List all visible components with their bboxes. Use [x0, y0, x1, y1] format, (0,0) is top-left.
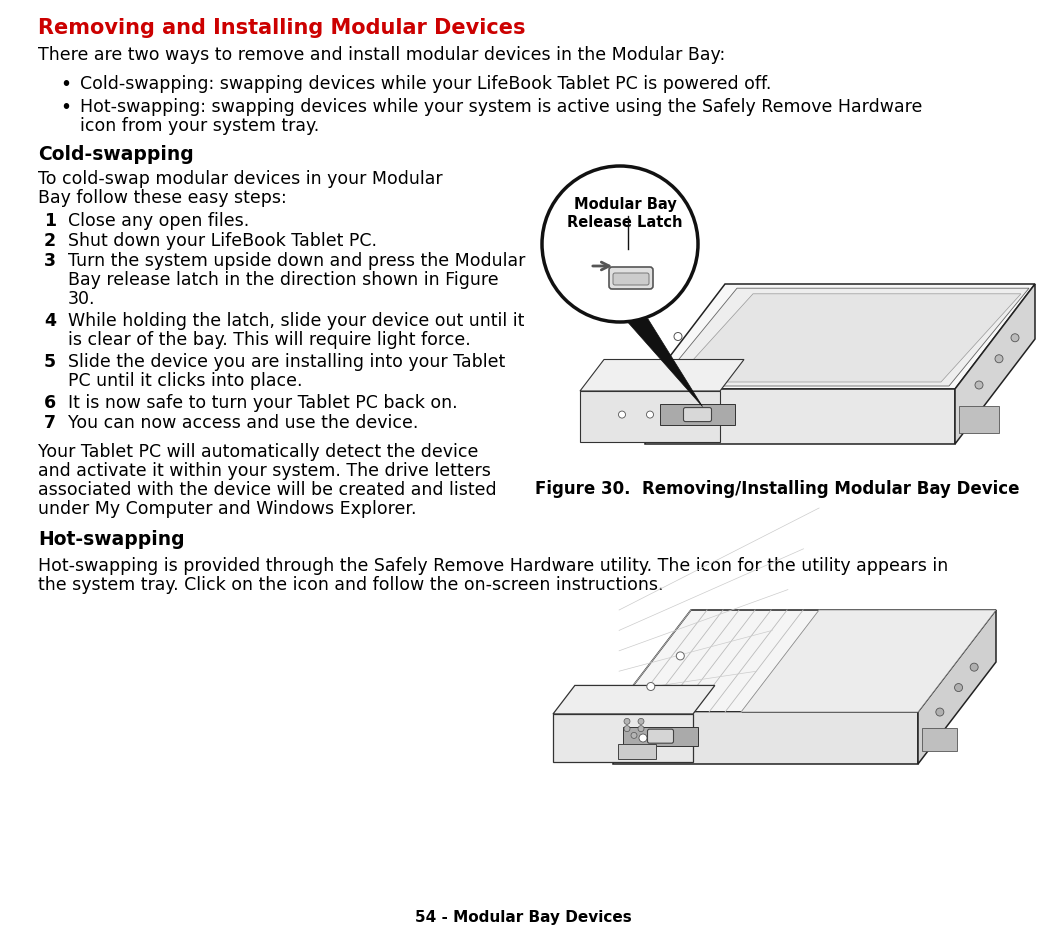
Text: 1: 1	[44, 211, 57, 230]
Text: Cold-swapping: Cold-swapping	[38, 145, 194, 164]
FancyBboxPatch shape	[612, 273, 649, 286]
Circle shape	[676, 653, 685, 660]
Polygon shape	[612, 712, 918, 764]
Circle shape	[971, 664, 978, 671]
Text: Shut down your LifeBook Tablet PC.: Shut down your LifeBook Tablet PC.	[68, 232, 377, 249]
Text: You can now access and use the device.: You can now access and use the device.	[68, 413, 419, 432]
Circle shape	[624, 718, 630, 725]
Circle shape	[936, 708, 943, 717]
Circle shape	[1011, 335, 1019, 342]
Text: Turn the system upside down and press the Modular: Turn the system upside down and press th…	[68, 252, 526, 270]
Text: Figure 30.  Removing/Installing Modular Bay Device: Figure 30. Removing/Installing Modular B…	[535, 479, 1020, 498]
Text: Slide the device you are installing into your Tablet: Slide the device you are installing into…	[68, 352, 506, 371]
Text: There are two ways to remove and install modular devices in the Modular Bay:: There are two ways to remove and install…	[38, 46, 726, 64]
Polygon shape	[918, 610, 996, 764]
Text: under My Computer and Windows Explorer.: under My Computer and Windows Explorer.	[38, 500, 417, 517]
Polygon shape	[955, 285, 1035, 445]
Circle shape	[975, 382, 983, 389]
Text: It is now safe to turn your Tablet PC back on.: It is now safe to turn your Tablet PC ba…	[68, 394, 458, 412]
Circle shape	[646, 412, 653, 419]
Text: 3: 3	[44, 252, 55, 270]
Polygon shape	[612, 610, 996, 712]
Text: •: •	[60, 75, 71, 94]
Text: Removing and Installing Modular Devices: Removing and Installing Modular Devices	[38, 18, 526, 38]
Text: 54 - Modular Bay Devices: 54 - Modular Bay Devices	[415, 909, 632, 924]
Text: While holding the latch, slide your device out until it: While holding the latch, slide your devi…	[68, 311, 525, 330]
Circle shape	[639, 734, 647, 743]
Circle shape	[955, 684, 962, 692]
Text: Bay release latch in the direction shown in Figure: Bay release latch in the direction shown…	[68, 271, 498, 288]
Polygon shape	[625, 320, 703, 407]
Text: Modular Bay: Modular Bay	[574, 197, 676, 211]
Polygon shape	[658, 289, 1029, 387]
Circle shape	[638, 718, 644, 725]
Circle shape	[647, 683, 654, 691]
Text: Close any open files.: Close any open files.	[68, 211, 249, 230]
Polygon shape	[741, 610, 996, 712]
Text: 30.: 30.	[68, 289, 95, 308]
Text: Your Tablet PC will automatically detect the device: Your Tablet PC will automatically detect…	[38, 442, 478, 461]
Text: is clear of the bay. This will require light force.: is clear of the bay. This will require l…	[68, 331, 471, 349]
Text: 2: 2	[44, 232, 57, 249]
Polygon shape	[645, 389, 955, 445]
Text: Hot-swapping: Hot-swapping	[38, 529, 184, 549]
Text: icon from your system tray.: icon from your system tray.	[80, 117, 319, 134]
Text: To cold-swap modular devices in your Modular: To cold-swap modular devices in your Mod…	[38, 170, 443, 188]
Text: 5: 5	[44, 352, 57, 371]
Circle shape	[624, 726, 630, 731]
Text: Cold-swapping: swapping devices while your LifeBook Tablet PC is powered off.: Cold-swapping: swapping devices while yo…	[80, 75, 772, 93]
Polygon shape	[553, 686, 715, 714]
FancyBboxPatch shape	[609, 268, 653, 289]
Text: Hot-swapping is provided through the Safely Remove Hardware utility. The icon fo: Hot-swapping is provided through the Saf…	[38, 556, 949, 575]
Text: the system tray. Click on the icon and follow the on-screen instructions.: the system tray. Click on the icon and f…	[38, 576, 664, 593]
Circle shape	[631, 732, 637, 739]
Text: 4: 4	[44, 311, 55, 330]
Circle shape	[619, 412, 625, 419]
Bar	[660, 405, 735, 425]
Bar	[618, 744, 656, 759]
Bar	[922, 728, 957, 751]
Polygon shape	[580, 360, 744, 391]
Polygon shape	[580, 391, 720, 442]
Text: 6: 6	[44, 394, 57, 412]
FancyBboxPatch shape	[647, 730, 673, 743]
Polygon shape	[553, 714, 693, 762]
Text: Bay follow these easy steps:: Bay follow these easy steps:	[38, 189, 287, 207]
Circle shape	[995, 355, 1003, 363]
Circle shape	[638, 726, 644, 731]
FancyBboxPatch shape	[684, 408, 712, 422]
Text: •: •	[60, 98, 71, 117]
Polygon shape	[645, 285, 1035, 389]
Bar	[623, 727, 698, 746]
Circle shape	[542, 167, 698, 323]
Text: 7: 7	[44, 413, 55, 432]
Text: PC until it clicks into place.: PC until it clicks into place.	[68, 372, 303, 389]
Text: associated with the device will be created and listed: associated with the device will be creat…	[38, 480, 496, 499]
Circle shape	[674, 333, 682, 341]
Text: Release Latch: Release Latch	[567, 215, 683, 230]
Bar	[959, 406, 999, 434]
Text: Hot-swapping: swapping devices while your system is active using the Safely Remo: Hot-swapping: swapping devices while you…	[80, 98, 922, 116]
Polygon shape	[673, 295, 1021, 383]
Text: and activate it within your system. The drive letters: and activate it within your system. The …	[38, 462, 491, 479]
